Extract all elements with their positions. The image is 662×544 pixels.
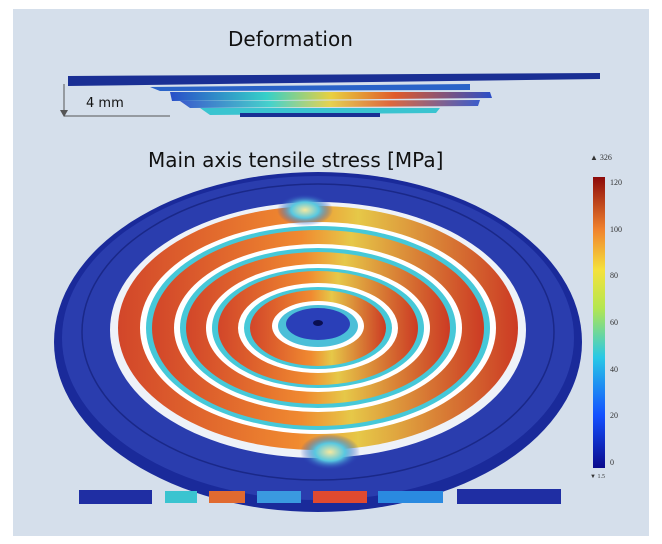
dimension-label: 4 mm [86, 96, 124, 111]
outer-groove [81, 183, 555, 481]
center-hole [313, 320, 323, 326]
spiral-disc [54, 172, 582, 512]
section-3 [257, 491, 301, 503]
layer-1 [150, 84, 470, 91]
colorbar-tick-label: 60 [610, 318, 618, 327]
deformation-title: Deformation [228, 27, 353, 51]
colorbar-tick-label: 120 [610, 178, 622, 187]
deformation-view [60, 73, 600, 117]
colorbar-min-marker: ▼ 1.5 [590, 474, 605, 480]
bottom-connection [300, 434, 360, 470]
colorbar-tick-label: 0 [610, 458, 614, 467]
section-1 [165, 491, 197, 503]
cross-section-strip [79, 489, 561, 504]
colorbar-tick-label: 20 [610, 411, 618, 421]
stress-title: Main axis tensile stress [MPa] [148, 148, 444, 172]
colorbar [593, 177, 605, 468]
colorbar-tick-label: 100 [610, 224, 622, 234]
section-2 [209, 491, 245, 503]
layer-3 [180, 100, 480, 108]
top-connection [277, 194, 333, 226]
layer-5 [240, 113, 380, 117]
layer-2 [170, 92, 492, 101]
dimension-arrow [60, 110, 68, 117]
section-5 [378, 491, 443, 503]
section-block-left [79, 490, 152, 504]
top-plate [68, 73, 600, 86]
section-block-right [457, 489, 561, 504]
colorbar-tick-label: 40 [610, 364, 618, 374]
colorbar-tick-label: 80 [610, 271, 618, 281]
colorbar-gradient [593, 177, 605, 468]
colorbar-max-marker: ▲ 326 [590, 153, 612, 162]
section-4 [313, 491, 367, 503]
